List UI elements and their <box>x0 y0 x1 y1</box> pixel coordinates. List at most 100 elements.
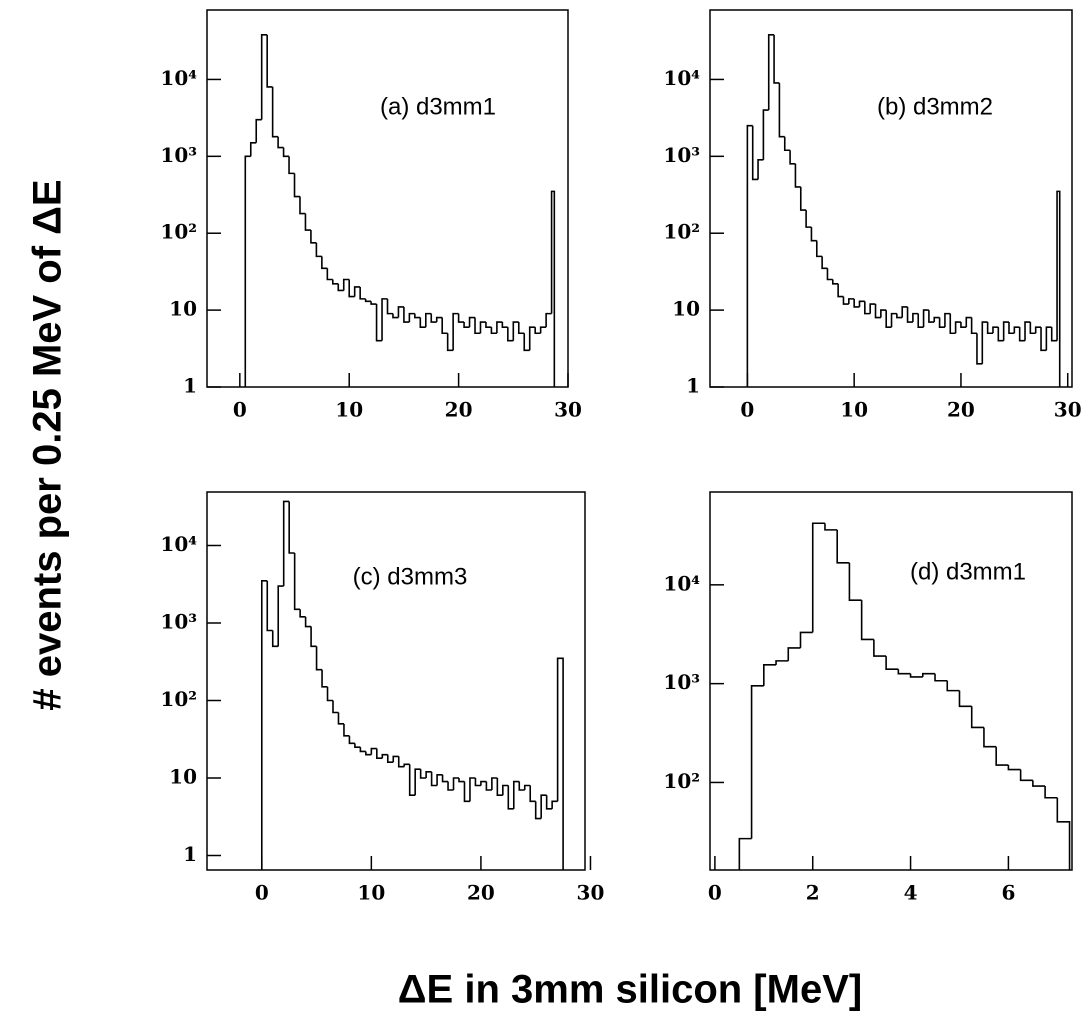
histogram-bin <box>885 656 899 671</box>
histogram-bin <box>550 190 556 387</box>
histogram-bin <box>750 685 764 839</box>
histogram-bin <box>397 306 404 318</box>
histogram-bin <box>376 748 383 760</box>
histogram-bin <box>496 777 503 796</box>
histogram-bin <box>430 771 438 787</box>
histogram-bin <box>912 312 919 323</box>
x-tick-label: 20 <box>467 881 495 905</box>
histogram-bin <box>1024 321 1031 341</box>
y-tick-label: 1 <box>183 842 197 866</box>
histogram-bin <box>375 304 383 342</box>
y-tick-label: 10³ <box>663 670 700 694</box>
histogram-bin <box>365 751 372 756</box>
histogram-bin <box>837 283 844 298</box>
histogram-bin <box>348 279 355 298</box>
histogram-bin <box>469 777 476 802</box>
histogram-bin <box>738 837 752 870</box>
histogram-bin <box>452 777 459 791</box>
y-tick-label: 10⁴ <box>160 66 197 90</box>
histogram-bin <box>896 313 903 319</box>
panel-annotation: (d) d3mm1 <box>910 558 1026 585</box>
histogram-bin <box>501 322 508 328</box>
histogram-bin <box>946 680 960 692</box>
histogram-bin <box>425 771 432 778</box>
histogram-bin <box>1032 780 1046 787</box>
histogram-bin <box>880 309 887 318</box>
histogram-bin <box>928 310 935 323</box>
histogram-bin <box>512 780 520 809</box>
x-tick-label: 30 <box>1054 398 1082 422</box>
x-tick-label: 0 <box>233 398 247 422</box>
y-tick-label: 10³ <box>160 143 197 167</box>
histogram-bin <box>458 777 465 783</box>
plot-frame <box>709 491 1073 871</box>
y-tick-label: 10 <box>672 297 700 321</box>
x-tick-label: 0 <box>708 881 722 905</box>
histogram-bin <box>1029 322 1036 335</box>
histogram-bin <box>787 647 801 661</box>
histogram-bin <box>1034 326 1042 334</box>
histogram-bin <box>507 327 514 342</box>
histogram-bin <box>1044 786 1058 799</box>
histogram-bin <box>321 256 328 270</box>
histogram-bin <box>815 240 823 258</box>
histogram-bin <box>775 660 789 665</box>
histogram-bin <box>266 34 273 88</box>
plot-frame <box>709 9 1073 388</box>
x-tick-label: 30 <box>577 881 605 905</box>
histogram-bin <box>960 322 967 328</box>
histogram-bin <box>1040 327 1047 352</box>
histogram-bin <box>403 306 410 323</box>
histogram-bin <box>858 300 865 307</box>
histogram-bin <box>310 626 317 648</box>
histogram-bin <box>746 124 753 387</box>
histogram-bin <box>370 747 377 755</box>
histogram-bin <box>799 631 813 648</box>
histogram-bin <box>397 756 405 768</box>
histogram-bin <box>767 34 775 111</box>
x-tick-label: 10 <box>840 398 868 422</box>
histogram-bin <box>551 800 558 809</box>
histogram-bin <box>326 268 333 281</box>
histogram-bin <box>922 309 929 328</box>
histogram-bin <box>811 522 825 633</box>
histogram-bin <box>1019 769 1033 782</box>
x-axis-title: ΔE in 3mm silicon [MeV] <box>398 968 862 1012</box>
histogram-bin <box>540 794 547 819</box>
plot-frame <box>206 491 586 871</box>
histogram-bin <box>342 278 350 291</box>
histogram-bin <box>885 310 892 328</box>
histogram-bin <box>783 136 791 152</box>
histogram-bin <box>354 743 361 748</box>
histogram-bin <box>293 173 300 198</box>
histogram-bin <box>523 333 530 352</box>
histogram-bin <box>799 186 807 211</box>
histogram-bin <box>869 303 876 314</box>
histogram-bin <box>986 322 993 335</box>
histogram-bin <box>490 327 497 335</box>
histogram-bin <box>441 317 448 335</box>
histogram-bin <box>468 316 476 328</box>
histogram-bin <box>474 777 481 787</box>
histogram-bin <box>507 785 514 810</box>
y-tick-label: 1 <box>183 374 197 398</box>
x-tick-label: 10 <box>335 398 363 422</box>
y-tick-label: 10 <box>169 297 197 321</box>
histogram-bin <box>353 286 361 297</box>
histogram-bin <box>408 764 416 796</box>
histogram-bin <box>392 313 399 319</box>
histogram-bin <box>1008 322 1015 335</box>
histogram-bin <box>906 306 913 323</box>
histogram-bin <box>934 673 948 682</box>
histogram-bin <box>430 313 437 323</box>
y-tick-label: 10² <box>663 769 700 793</box>
y-tick-label: 10² <box>160 687 197 711</box>
x-tick-label: 0 <box>740 398 754 422</box>
histogram-bin <box>1013 326 1020 334</box>
histogram-bin <box>282 500 290 587</box>
y-tick-label: 10² <box>663 220 700 244</box>
histogram-bin <box>529 785 536 803</box>
x-tick-label: 10 <box>357 881 385 905</box>
histogram-bin <box>832 279 839 285</box>
histogram-bin <box>424 312 432 328</box>
